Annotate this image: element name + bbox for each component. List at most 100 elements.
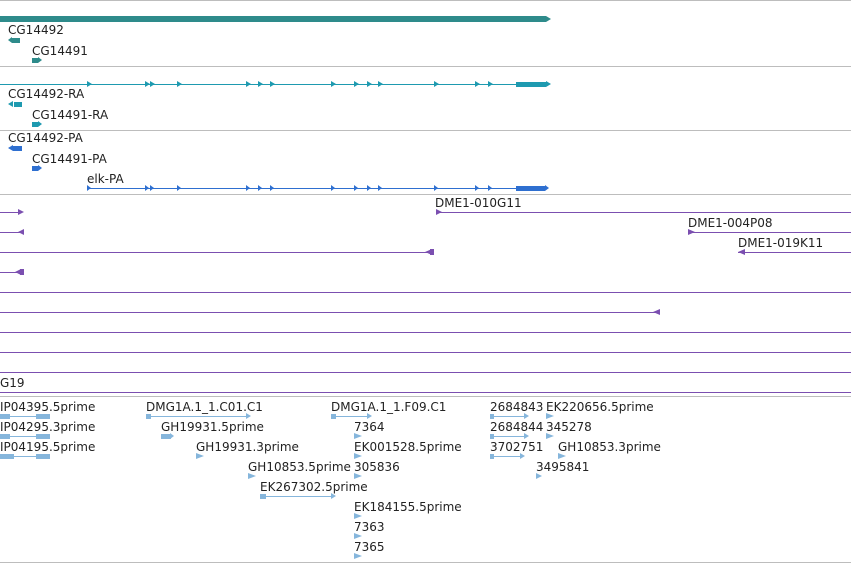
est-label[interactable]: GH10853.3prime (558, 440, 661, 454)
protein-exon-marker (150, 185, 154, 191)
clone-label-dme1-019k11[interactable]: DME1-019K11 (738, 236, 824, 250)
transcript-cg14492-ra[interactable] (14, 102, 22, 107)
est-label[interactable]: 345278 (546, 420, 592, 434)
est-label[interactable]: 2684844 (490, 420, 544, 434)
est-label[interactable]: 3702751 (490, 440, 544, 454)
gene-label-cg14492[interactable]: CG14492 (8, 23, 64, 37)
track-separator (0, 194, 851, 195)
est-label[interactable]: IP04395.5prime (0, 400, 96, 414)
clone-dme1-004p08-arrow (688, 229, 695, 235)
gene-feature-cg14491-arrow (38, 57, 42, 63)
protein-exon-marker (354, 185, 358, 191)
est-arrow (354, 513, 362, 519)
protein-label-elk-pa[interactable]: elk-PA (87, 172, 124, 186)
protein-exon-marker (367, 185, 371, 191)
transcript-label-cg14492-ra[interactable]: CG14492-RA (8, 87, 85, 101)
est-feature[interactable] (0, 434, 10, 439)
clone-line (0, 272, 20, 273)
est-intron (151, 416, 249, 417)
est-feature[interactable] (36, 434, 50, 439)
protein-cg14491-pa[interactable] (32, 166, 38, 171)
est-arrow (170, 433, 174, 439)
est-feature[interactable] (490, 434, 494, 439)
transcript-label-cg14491-ra[interactable]: CG14491-RA (32, 108, 109, 122)
protein-elk-pa-exon[interactable] (516, 186, 545, 191)
est-label[interactable]: IP04195.5prime (0, 440, 96, 454)
gene-feature-cg14492[interactable] (12, 38, 20, 43)
transcript-cg14491-ra[interactable] (32, 122, 38, 127)
est-label[interactable]: DMG1A.1_1.F09.C1 (331, 400, 447, 414)
clone-dme1-004p08-line[interactable] (688, 232, 851, 233)
clone-line (0, 312, 660, 313)
est-label[interactable]: 7364 (354, 420, 385, 434)
est-intron (494, 416, 526, 417)
est-arrow (354, 553, 362, 559)
est-label[interactable]: EK267302.5prime (260, 480, 368, 494)
est-feature[interactable] (36, 454, 50, 459)
est-arrow (331, 493, 336, 499)
est-feature[interactable] (260, 494, 266, 499)
clone-label-g19[interactable]: G19 (0, 376, 25, 390)
transcript-exon-marker (150, 81, 155, 87)
est-label[interactable]: GH19931.3prime (196, 440, 299, 454)
clone-arrow (15, 269, 21, 275)
est-intron (336, 416, 370, 417)
track-separator (0, 66, 851, 67)
protein-cg14492-pa[interactable] (13, 146, 22, 151)
est-label[interactable]: GH19931.5prime (161, 420, 264, 434)
gene-feature-elk[interactable] (0, 16, 546, 22)
clone-arrow (18, 209, 24, 215)
protein-elk-pa-arrow (545, 185, 549, 191)
est-feature[interactable] (146, 414, 151, 419)
clone-label-dme1-004p08[interactable]: DME1-004P08 (688, 216, 773, 230)
clone-label-dme1-010g11[interactable]: DME1-010G11 (435, 196, 522, 210)
gene-feature-elk-arrow (546, 16, 551, 22)
est-feature[interactable] (161, 434, 171, 439)
est-feature[interactable] (36, 414, 50, 419)
est-label[interactable]: EK001528.5prime (354, 440, 462, 454)
protein-exon-marker (378, 185, 382, 191)
est-arrow (354, 473, 362, 479)
clone-dme1-010g11-line[interactable] (436, 212, 851, 213)
est-feature[interactable] (0, 454, 14, 459)
transcript-exon-marker (258, 81, 263, 87)
gene-feature-cg14491[interactable] (32, 58, 38, 63)
est-label[interactable]: EK220656.5prime (546, 400, 654, 414)
est-label[interactable]: 3495841 (536, 460, 590, 474)
est-label[interactable]: EK184155.5prime (354, 500, 462, 514)
protein-label-cg14491-pa[interactable]: CG14491-PA (32, 152, 107, 166)
est-feature[interactable] (331, 414, 336, 419)
protein-exon-marker (87, 185, 91, 191)
est-label[interactable]: DMG1A.1_1.C01.C1 (146, 400, 263, 414)
est-label[interactable]: GH10853.5prime (248, 460, 351, 474)
clone-arrow (653, 309, 660, 315)
est-label[interactable]: 2684843 (490, 400, 544, 414)
gene-label-cg14491[interactable]: CG14491 (32, 44, 88, 58)
protein-label-cg14492-pa[interactable]: CG14492-PA (8, 131, 83, 145)
clone-dme1-019k11-arrow (738, 249, 745, 255)
est-arrow (354, 433, 362, 439)
protein-cg14491-pa-arrow (38, 165, 42, 171)
est-feature[interactable] (490, 454, 494, 459)
clone-dme1-019k11-line[interactable] (738, 252, 851, 253)
est-feature[interactable] (490, 414, 494, 419)
est-label[interactable]: 7365 (354, 540, 385, 554)
transcript-exon-marker (378, 81, 383, 87)
transcript-cg14492-ra-arrow (8, 101, 13, 107)
clone-arrow (18, 229, 24, 235)
protein-exon-marker (270, 185, 274, 191)
transcript-cg14491-ra-arrow (38, 121, 42, 127)
est-label[interactable]: IP04295.3prime (0, 420, 96, 434)
clone-line (0, 252, 432, 253)
transcript-exon-marker (87, 81, 92, 87)
transcript-elk-exon[interactable] (516, 82, 546, 87)
est-arrow (196, 453, 204, 459)
transcript-exon-marker (475, 81, 480, 87)
clone-arrow (425, 249, 432, 255)
est-label[interactable]: 7363 (354, 520, 385, 534)
est-arrow (520, 453, 525, 459)
est-feature[interactable] (0, 414, 10, 419)
protein-elk-pa-intron-line (87, 188, 545, 189)
track-separator (0, 0, 851, 1)
est-label[interactable]: 305836 (354, 460, 400, 474)
